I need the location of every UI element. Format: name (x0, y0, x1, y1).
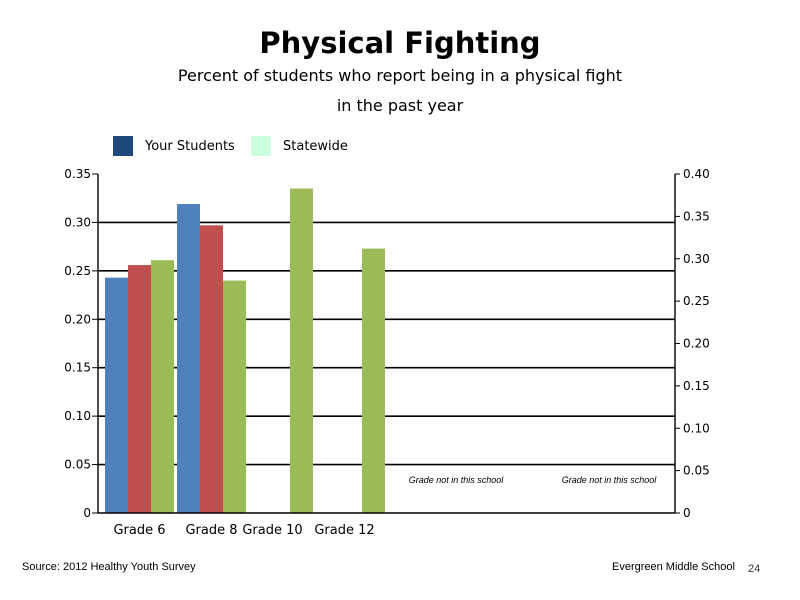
y-right-tick-label: 0.30 (683, 252, 710, 266)
bar (177, 204, 200, 514)
bar (128, 265, 151, 513)
empty-slot-note: Grade not in this school (409, 475, 505, 485)
chart-title: Physical Fighting (259, 26, 541, 60)
legend-swatch-your-students (113, 136, 133, 156)
bar (151, 260, 174, 513)
y-right-tick-label: 0 (683, 506, 691, 520)
y-right-tick-label: 0.25 (683, 294, 710, 308)
bar (105, 277, 128, 513)
y-right-tick-label: 0.05 (683, 464, 710, 478)
x-tick-label: Grade 12 (314, 523, 374, 538)
y-right-tick-label: 0.40 (683, 167, 710, 181)
x-tick-label: Grade 8 (185, 523, 237, 538)
y-left-tick-label: 0.05 (64, 458, 91, 472)
y-left-tick-label: 0.35 (64, 167, 91, 181)
school-name: Evergreen Middle School (612, 561, 735, 573)
y-right-tick-label: 0.35 (683, 209, 710, 223)
legend-item-statewide: Statewide (251, 136, 348, 156)
chart-subtitle-line-1: Percent of students who report being in … (177, 66, 623, 85)
y-right-tick-label: 0.10 (683, 421, 710, 435)
y-left-tick-label: 0.25 (64, 264, 91, 278)
source-note: Source: 2012 Healthy Youth Survey (22, 561, 196, 573)
legend-label-statewide: Statewide (283, 138, 348, 154)
bar (200, 225, 223, 513)
bar (362, 248, 385, 513)
bar-chart: 0 0.05 0.10 0.15 0.20 0.25 0.30 0.35 0 0.05 0.10 0.… (64, 167, 710, 538)
chart-subtitle-line-2: in the past year (336, 96, 464, 115)
y-left-tick-label: 0.15 (64, 361, 91, 375)
legend-item-your-students: Your Students (113, 136, 235, 156)
x-tick-label: Grade 6 (113, 523, 165, 538)
legend-label-your-students: Your Students (145, 138, 235, 154)
bar (223, 280, 246, 513)
y-left-tick-label: 0.30 (64, 215, 91, 229)
legend-swatch-statewide (251, 136, 271, 156)
x-tick-label: Grade 10 (242, 523, 302, 538)
y-left-tick-label: 0.20 (64, 312, 91, 326)
bar (290, 188, 313, 513)
y-right-tick-label: 0.15 (683, 379, 710, 393)
y-right-tick-label: 0.20 (683, 337, 710, 351)
empty-slot-note: Grade not in this school (562, 475, 658, 485)
y-left-tick-label: 0.10 (64, 409, 91, 423)
page-number: 24 (748, 563, 761, 575)
y-left-tick-label: 0 (83, 506, 91, 520)
